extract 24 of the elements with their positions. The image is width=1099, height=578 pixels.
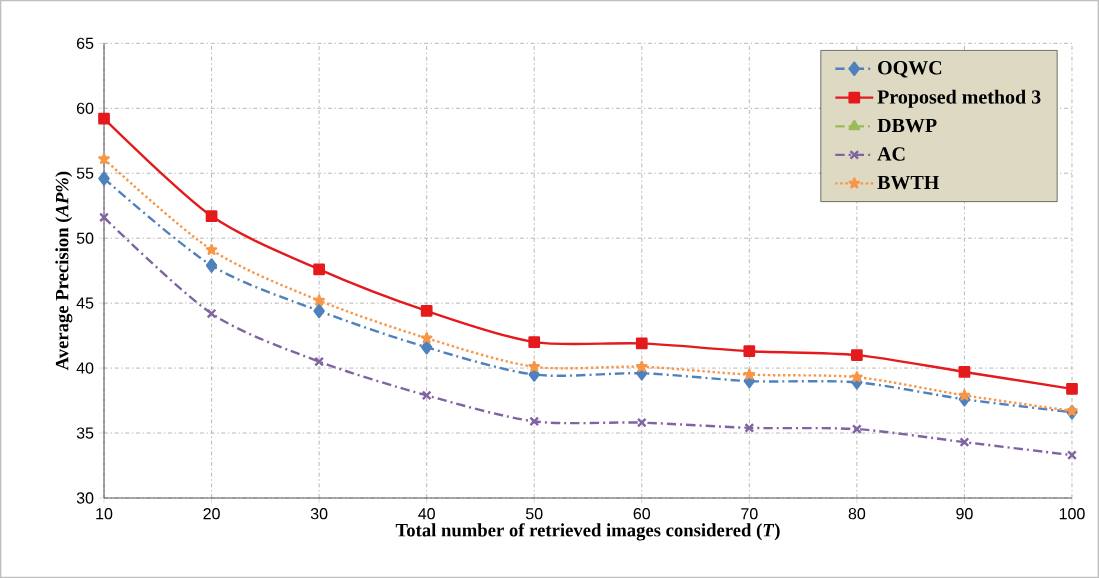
x-tick-label: 40 <box>418 508 435 520</box>
x-tick-label: 50 <box>525 508 543 520</box>
y-tick-label: 60 <box>76 102 94 114</box>
y-tick-label: 35 <box>76 427 94 439</box>
x-tick-label: 10 <box>96 508 113 520</box>
x-tick-label: 80 <box>848 508 866 520</box>
x-axis-title: Total number of retrieved images considered (T) <box>395 523 780 541</box>
legend-label: BWTH <box>877 175 940 190</box>
x-tick-label: 100 <box>1059 508 1085 520</box>
y-tick-label: 55 <box>76 167 94 179</box>
x-tick-label: 60 <box>633 508 651 520</box>
x-tick-label: 20 <box>203 508 220 520</box>
y-tick-label: 50 <box>76 232 94 244</box>
legend-label: OQWC <box>878 61 942 78</box>
legend-label: DBWP <box>877 118 937 133</box>
x-tick-label: 90 <box>956 508 973 520</box>
legend-label: Proposed method 3 <box>877 89 1041 108</box>
y-tick-label: 30 <box>76 492 94 504</box>
x-tick-label: 30 <box>310 508 328 520</box>
legend-label: AC <box>877 147 905 161</box>
y-tick-label: 40 <box>76 362 94 374</box>
y-tick-label: 45 <box>76 297 94 309</box>
x-tick-label: 70 <box>741 508 758 520</box>
y-tick-label: 65 <box>76 37 94 49</box>
